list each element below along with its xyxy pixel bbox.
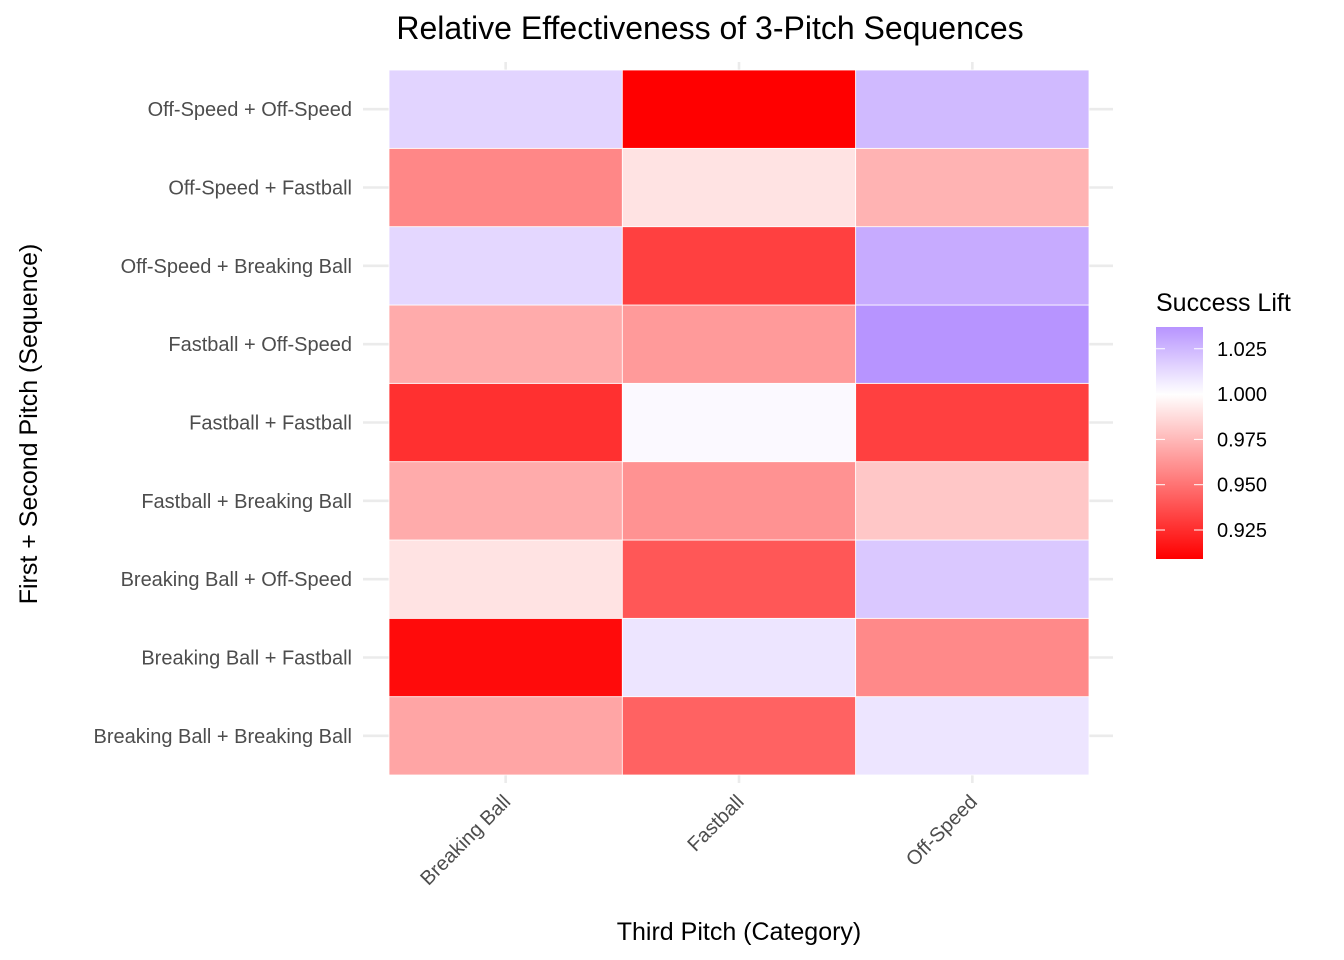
heatmap-cell: [621, 382, 857, 463]
heatmap-cell: [388, 304, 623, 384]
legend-tick-label: 0.975: [1217, 429, 1267, 451]
heatmap-cell: [855, 147, 1090, 228]
y-tick-label: Fastball + Fastball: [189, 413, 352, 435]
x-tick-label: Off-Speed: [902, 791, 982, 871]
y-axis-ticks: Breaking Ball + Breaking Ball Breaking Ba…: [94, 99, 352, 748]
heatmap-cell: [855, 696, 1090, 776]
x-tick-label: Fastball: [683, 791, 748, 856]
legend-ticks: 0.925 0.950 0.975 1.000 1.025: [1156, 339, 1267, 542]
legend-title: Success Lift: [1156, 289, 1291, 317]
heatmap-cell: [855, 226, 1090, 306]
y-tick-label: Breaking Ball + Off-Speed: [121, 569, 352, 591]
legend-tick-label: 0.950: [1217, 475, 1267, 497]
heatmap-cell: [621, 539, 857, 619]
y-tick-label: Fastball + Breaking Ball: [141, 491, 352, 513]
heatmap-cell: [855, 304, 1090, 384]
y-tick-label: Fastball + Off-Speed: [168, 334, 352, 356]
y-tick-label: Off-Speed + Fastball: [168, 178, 352, 200]
heatmap-cell: [855, 382, 1090, 463]
color-legend: Success Lift 0.925 0.950 0.975 1.000 1.025: [1156, 289, 1291, 559]
legend-tick-label: 1.000: [1217, 384, 1267, 406]
y-tick-label: Breaking Ball + Fastball: [141, 648, 352, 670]
x-axis-ticks: Breaking Ball Fastball Off-Speed: [416, 791, 982, 890]
y-tick-label: Breaking Ball + Breaking Ball: [94, 726, 352, 748]
heatmap-cell: [621, 304, 857, 384]
heatmap-cell: [855, 461, 1090, 541]
heatmap-cell: [855, 617, 1090, 698]
heatmap-cell: [855, 539, 1090, 619]
heatmap-cell: [388, 539, 623, 619]
heatmap-cell: [621, 147, 857, 228]
x-axis-title: Third Pitch (Category): [617, 918, 862, 946]
x-tick-label: Breaking Ball: [416, 791, 515, 890]
heatmap-cell: [621, 461, 857, 541]
heatmap-cell: [388, 617, 623, 698]
legend-tick-label: 0.925: [1217, 520, 1267, 542]
heatmap-cell: [388, 696, 623, 776]
y-tick-label: Off-Speed + Off-Speed: [148, 99, 352, 121]
heatmap-cell: [621, 69, 857, 149]
heatmap-cells: [388, 69, 1090, 776]
heatmap-cell: [388, 69, 623, 149]
heatmap-cell: [621, 696, 857, 776]
legend-tick-label: 1.025: [1217, 339, 1267, 361]
y-axis-title: First + Second Pitch (Sequence): [15, 244, 43, 605]
heatmap-cell: [855, 69, 1090, 149]
y-tick-label: Off-Speed + Breaking Ball: [121, 256, 352, 278]
heatmap-cell: [621, 226, 857, 306]
heatmap-cell: [388, 382, 623, 463]
heatmap-cell: [388, 147, 623, 228]
chart-title: Relative Effectiveness of 3-Pitch Sequen…: [396, 10, 1023, 46]
legend-color-bar: [1156, 327, 1203, 559]
heatmap-cell: [388, 461, 623, 541]
heatmap-cell: [621, 617, 857, 698]
heatmap-cell: [388, 226, 623, 306]
